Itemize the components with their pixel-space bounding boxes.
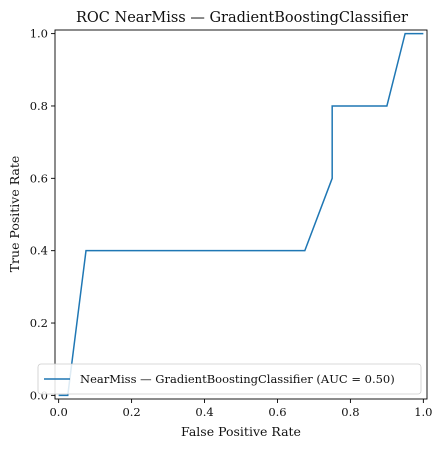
y-tick-label: 0.8 bbox=[30, 99, 48, 113]
x-axis-label: False Positive Rate bbox=[181, 424, 301, 439]
y-tick-label: 0.2 bbox=[30, 316, 48, 330]
plot-area bbox=[55, 30, 427, 399]
x-tick-label: 0.4 bbox=[195, 405, 213, 419]
legend: NearMiss — GradientBoostingClassifier (A… bbox=[37, 363, 422, 395]
x-tick-label: 0.0 bbox=[49, 405, 67, 419]
y-tick-label: 1.0 bbox=[30, 27, 48, 41]
y-tick-label: 0.4 bbox=[30, 244, 48, 258]
legend-entry-label: NearMiss — GradientBoostingClassifier (A… bbox=[80, 372, 395, 386]
x-tick-label: 0.6 bbox=[268, 405, 286, 419]
x-tick-label: 0.2 bbox=[122, 405, 140, 419]
axis-ticks: 0.0 0.2 0.4 0.6 0.8 1.00.00.20.40.60.81.0 bbox=[30, 27, 433, 419]
y-tick-label: 0.6 bbox=[30, 171, 48, 185]
chart-title: ROC NearMiss — GradientBoostingClassifie… bbox=[76, 10, 408, 26]
x-tick-label: 1.0 bbox=[414, 405, 432, 419]
x-tick-label: 0.8 bbox=[341, 405, 359, 419]
roc-curve-line bbox=[58, 32, 424, 397]
y-axis-label: True Positive Rate bbox=[7, 156, 22, 273]
plot-frame bbox=[54, 29, 428, 400]
legend-box bbox=[37, 363, 422, 395]
